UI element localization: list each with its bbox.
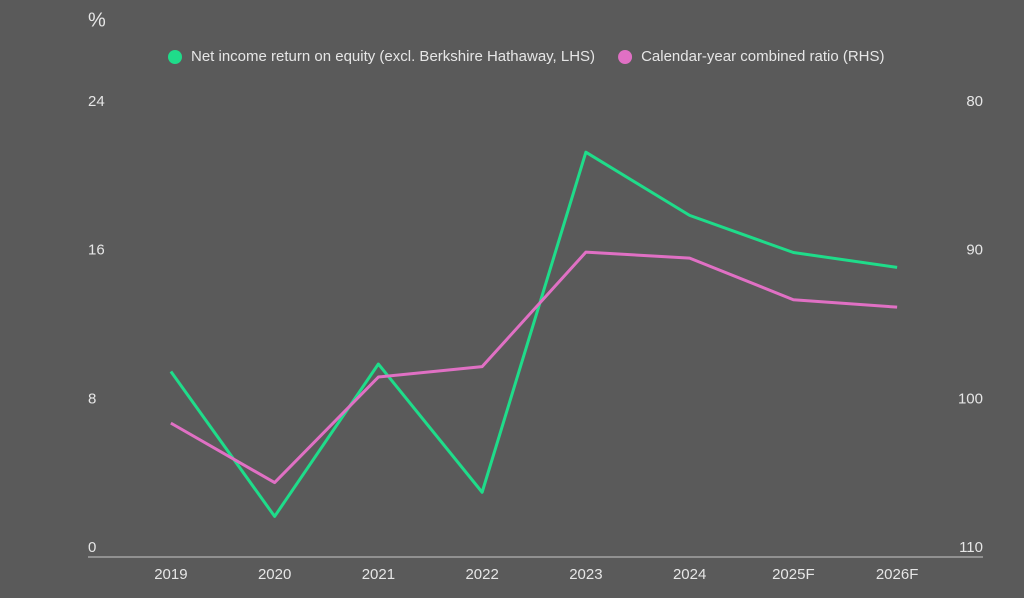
y2-tick-label: 110 <box>959 539 983 556</box>
series-line <box>170 250 898 485</box>
legend-marker <box>168 50 182 64</box>
chart-title: % <box>88 9 106 31</box>
y2-tick-label: 90 <box>966 242 983 259</box>
y-tick-label: 0 <box>88 539 96 556</box>
legend-label: Net income return on equity (excl. Berks… <box>191 48 595 65</box>
x-tick-label: 2020 <box>258 566 291 583</box>
x-tick-label: 2019 <box>154 566 187 583</box>
x-tick-label: 2022 <box>465 566 498 583</box>
x-tick-label: 2026F <box>876 566 919 583</box>
y-tick-label: 8 <box>88 390 96 407</box>
series-line <box>169 150 898 518</box>
y-tick-label: 24 <box>88 93 105 110</box>
x-tick-label: 2025F <box>772 566 815 583</box>
legend-label: Calendar-year combined ratio (RHS) <box>641 48 884 65</box>
y2-tick-label: 100 <box>958 390 983 407</box>
legend-marker <box>618 50 633 64</box>
y-tick-label: 16 <box>88 242 105 259</box>
x-tick-label: 2021 <box>362 566 395 583</box>
x-tick-label: 2023 <box>569 566 602 583</box>
x-tick-label: 2024 <box>673 566 706 583</box>
y2-tick-label: 80 <box>966 93 983 110</box>
